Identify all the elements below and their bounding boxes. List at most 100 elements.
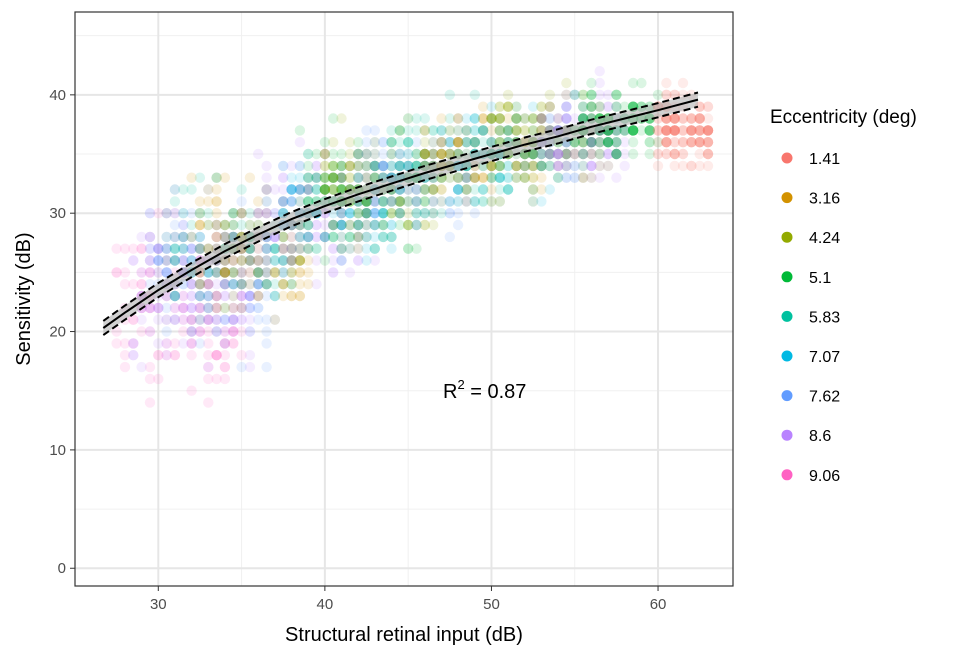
data-point xyxy=(336,172,347,183)
data-point xyxy=(552,172,564,183)
data-point xyxy=(361,160,372,172)
data-point xyxy=(336,243,347,254)
data-point xyxy=(303,184,314,195)
data-point xyxy=(136,279,147,290)
data-point xyxy=(303,172,314,183)
data-point xyxy=(452,184,464,195)
data-point xyxy=(211,290,222,302)
data-point xyxy=(419,148,430,160)
annotation-rest: = 0.87 xyxy=(465,381,527,403)
data-point xyxy=(644,125,655,136)
data-point xyxy=(369,208,380,219)
data-point xyxy=(369,231,380,243)
data-point xyxy=(702,148,714,160)
data-point xyxy=(319,184,331,195)
data-point xyxy=(269,243,281,254)
data-point xyxy=(594,101,605,112)
data-point xyxy=(511,160,522,172)
data-point xyxy=(386,208,397,219)
data-point xyxy=(652,137,664,148)
data-point xyxy=(194,219,206,231)
data-point xyxy=(319,172,331,183)
data-point xyxy=(186,302,197,314)
data-point xyxy=(269,243,281,254)
data-point xyxy=(211,267,222,278)
data-point xyxy=(144,302,156,314)
data-point xyxy=(594,66,605,77)
data-point xyxy=(494,172,505,183)
data-point xyxy=(394,208,405,219)
data-point xyxy=(403,196,414,207)
data-point xyxy=(469,137,480,148)
data-point xyxy=(394,125,405,136)
data-point xyxy=(527,184,539,195)
data-point xyxy=(153,350,164,361)
data-point xyxy=(294,255,306,266)
data-point xyxy=(677,113,689,124)
data-point xyxy=(403,243,414,254)
data-point xyxy=(378,160,389,172)
data-point xyxy=(253,267,264,278)
data-point xyxy=(619,148,630,160)
data-point xyxy=(461,184,472,195)
data-point xyxy=(702,160,714,172)
data-point xyxy=(353,243,364,254)
data-point xyxy=(436,137,447,148)
data-point xyxy=(436,148,447,160)
data-point xyxy=(602,89,614,101)
data-point xyxy=(436,148,447,160)
data-point xyxy=(219,231,231,243)
x-axis-title: Structural retinal input (dB) xyxy=(285,624,523,645)
data-point xyxy=(436,137,447,148)
data-point xyxy=(361,219,372,231)
data-point xyxy=(652,125,664,136)
data-point xyxy=(236,267,247,278)
data-point xyxy=(278,196,289,207)
data-point xyxy=(253,267,264,278)
data-point xyxy=(353,255,364,266)
data-point xyxy=(586,137,597,148)
data-point xyxy=(211,314,222,325)
data-point xyxy=(369,160,380,172)
data-point xyxy=(486,160,497,172)
data-point xyxy=(228,314,239,325)
data-point xyxy=(236,326,247,337)
data-point xyxy=(253,243,264,254)
data-point xyxy=(419,148,430,160)
data-point xyxy=(444,148,455,160)
legend-key xyxy=(781,192,793,204)
data-point xyxy=(111,338,122,349)
data-point xyxy=(344,243,356,254)
data-point xyxy=(128,350,139,361)
data-point xyxy=(203,279,214,290)
data-point xyxy=(169,290,181,302)
data-point xyxy=(477,172,489,183)
data-point xyxy=(253,267,264,278)
data-point xyxy=(677,77,689,89)
data-point xyxy=(452,137,464,148)
data-point xyxy=(552,172,564,183)
data-point xyxy=(403,125,414,136)
data-point xyxy=(469,172,480,183)
data-point xyxy=(303,184,314,195)
data-point xyxy=(569,160,580,172)
data-point xyxy=(169,243,181,254)
data-point xyxy=(286,267,297,278)
data-point xyxy=(236,255,247,266)
data-point xyxy=(386,160,397,172)
data-point xyxy=(444,137,455,148)
data-point xyxy=(336,231,347,243)
data-point xyxy=(278,243,289,254)
data-point xyxy=(602,137,614,148)
data-point xyxy=(477,125,489,136)
data-point xyxy=(319,148,331,160)
data-point xyxy=(661,125,672,136)
data-point xyxy=(378,160,389,172)
data-point xyxy=(519,113,530,124)
data-point xyxy=(419,208,430,219)
data-point xyxy=(169,314,181,325)
data-point xyxy=(378,160,389,172)
data-point xyxy=(611,172,622,183)
data-point xyxy=(411,208,422,219)
data-point xyxy=(119,267,131,278)
